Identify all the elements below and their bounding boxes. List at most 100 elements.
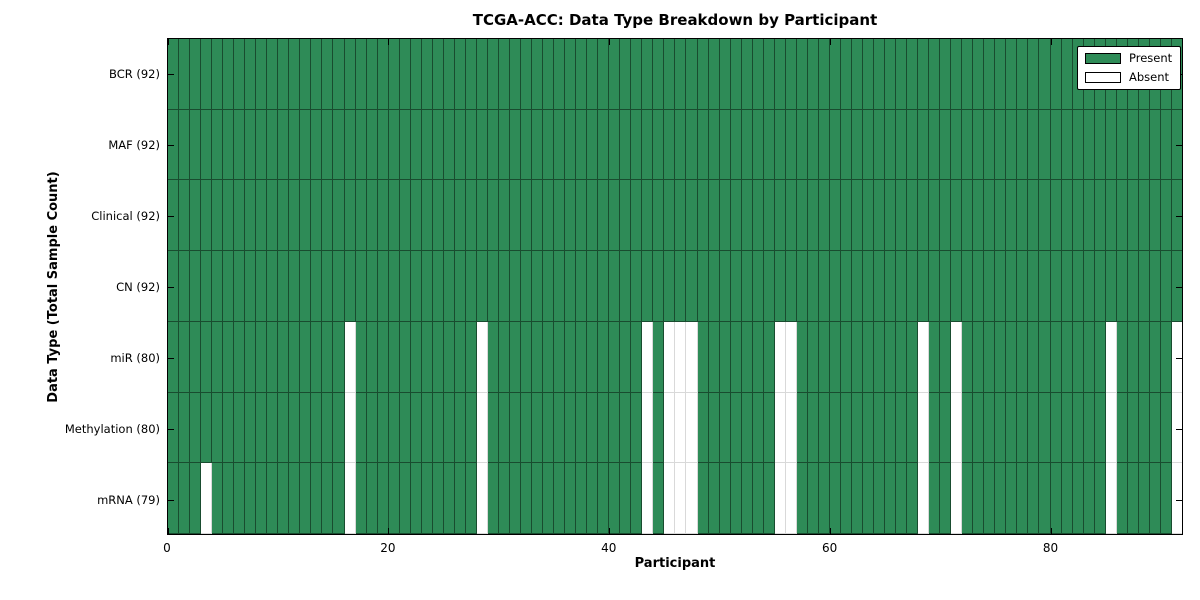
y-tick-mark <box>168 500 174 501</box>
cell-present <box>907 109 919 181</box>
cell-present <box>1039 392 1051 464</box>
cell-present <box>929 180 941 252</box>
cell-present <box>355 109 367 181</box>
cell-present <box>1028 392 1040 464</box>
cell-present <box>190 39 202 110</box>
cell-present <box>829 109 841 181</box>
cell-present <box>1072 321 1084 393</box>
cell-present <box>796 392 808 464</box>
cell-present <box>410 251 422 322</box>
cell-present <box>322 392 334 464</box>
cell-present <box>807 321 819 393</box>
cell-present <box>763 392 775 464</box>
cell-present <box>355 39 367 110</box>
cell-present <box>907 321 919 393</box>
cell-present <box>1127 321 1139 393</box>
cell-present <box>1160 321 1172 393</box>
cell-present <box>1083 180 1095 252</box>
cell-present <box>245 39 257 110</box>
cell-present <box>366 321 378 393</box>
cell-present <box>212 39 224 110</box>
cell-absent <box>918 463 930 535</box>
cell-present <box>885 39 897 110</box>
cell-present <box>267 251 279 322</box>
cell-present <box>278 251 290 322</box>
cell-present <box>1083 109 1095 181</box>
cell-present <box>664 39 676 110</box>
cell-present <box>973 251 985 322</box>
cell-present <box>388 321 400 393</box>
cell-absent <box>675 321 687 393</box>
cell-present <box>1028 321 1040 393</box>
cell-present <box>598 251 610 322</box>
cell-present <box>1083 321 1095 393</box>
cell-present <box>719 39 731 110</box>
cell-present <box>1028 251 1040 322</box>
cell-present <box>190 109 202 181</box>
cell-present <box>300 180 312 252</box>
cell-present <box>1116 463 1128 535</box>
x-tick-mark <box>609 528 611 534</box>
cell-present <box>896 463 908 535</box>
cell-present <box>686 109 698 181</box>
cell-present <box>675 251 687 322</box>
cell-present <box>929 321 941 393</box>
cell-absent <box>664 463 676 535</box>
cell-present <box>929 39 941 110</box>
cell-present <box>973 109 985 181</box>
cell-present <box>454 321 466 393</box>
cell-present <box>521 392 533 464</box>
cell-present <box>576 109 588 181</box>
cell-present <box>278 463 290 535</box>
cell-present <box>1006 392 1018 464</box>
cell-present <box>752 392 764 464</box>
cell-present <box>355 392 367 464</box>
cell-present <box>532 251 544 322</box>
cell-present <box>741 251 753 322</box>
x-tick-mark <box>388 528 390 534</box>
cell-present <box>973 39 985 110</box>
cell-present <box>995 251 1007 322</box>
cell-present <box>487 251 499 322</box>
cell-present <box>708 251 720 322</box>
cell-present <box>554 39 566 110</box>
legend-present-label: Present <box>1129 51 1173 65</box>
cell-present <box>476 180 488 252</box>
cell-present <box>1017 392 1029 464</box>
cell-present <box>862 463 874 535</box>
cell-present <box>631 109 643 181</box>
cell-present <box>1061 392 1073 464</box>
cell-present <box>829 251 841 322</box>
cell-present <box>1094 251 1106 322</box>
cell-present <box>498 109 510 181</box>
cell-present <box>487 39 499 110</box>
cell-present <box>1138 180 1150 252</box>
cell-present <box>785 109 797 181</box>
cell-present <box>1039 109 1051 181</box>
cell-present <box>1160 180 1172 252</box>
y-tick-mark <box>1176 358 1182 359</box>
cell-present <box>179 180 191 252</box>
cell-present <box>818 109 830 181</box>
cell-present <box>543 39 555 110</box>
cell-present <box>730 392 742 464</box>
cell-present <box>752 321 764 393</box>
cell-present <box>885 392 897 464</box>
cell-present <box>300 321 312 393</box>
cell-present <box>653 392 665 464</box>
cell-present <box>521 180 533 252</box>
cell-present <box>840 109 852 181</box>
x-tick-label-80: 80 <box>1042 541 1059 555</box>
cell-present <box>300 109 312 181</box>
cell-present <box>443 392 455 464</box>
cell-present <box>840 251 852 322</box>
cell-present <box>675 109 687 181</box>
cell-present <box>565 463 577 535</box>
cell-present <box>708 463 720 535</box>
cell-present <box>664 109 676 181</box>
cell-absent <box>686 463 698 535</box>
cell-present <box>399 463 411 535</box>
heatmap-row-mrna <box>168 463 1182 535</box>
cell-present <box>1006 321 1018 393</box>
cell-present <box>1050 392 1062 464</box>
